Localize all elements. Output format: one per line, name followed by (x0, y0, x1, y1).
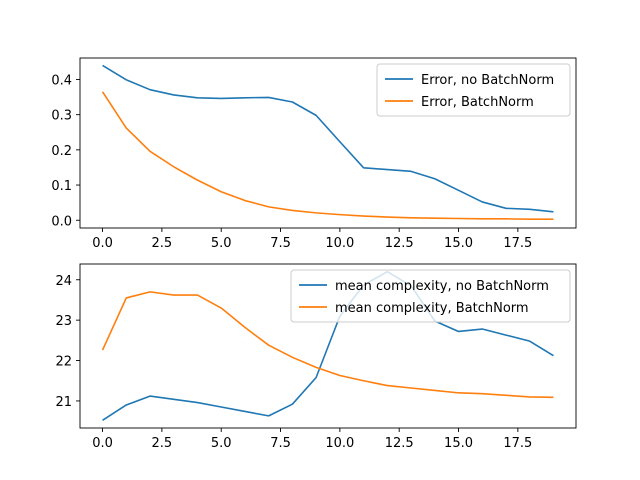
x-tick-label: 7.5 (270, 236, 291, 251)
y-tick-label: 21 (55, 395, 72, 410)
y-tick-label: 0.2 (51, 144, 72, 159)
x-tick-label: 15.0 (444, 436, 473, 451)
legend-label-0: Error, no BatchNorm (421, 73, 554, 88)
top-panel-error-chart: 0.0 2.5 5.0 7.5 10.0 12.5 15.0 17.5 0.0 0.1 0.2 0.3… (51, 57, 577, 251)
series-line-1 (101, 291, 554, 399)
x-tick-label: 10.0 (325, 436, 354, 451)
legend: Error, no BatchNorm Error, BatchNorm (376, 63, 571, 117)
legend-box (376, 63, 571, 117)
y-tick-label: 0.0 (51, 214, 72, 229)
x-tick-label: 12.5 (385, 436, 414, 451)
x-tick-label: 15.0 (444, 236, 473, 251)
x-tick-label: 12.5 (385, 236, 414, 251)
x-tick-label: 7.5 (270, 436, 291, 451)
y-tick-label: 24 (55, 274, 72, 289)
x-tick-label: 0.0 (92, 436, 113, 451)
legend-label-0: mean complexity, no BatchNorm (335, 279, 549, 294)
legend: mean complexity, no BatchNorm mean comple… (290, 269, 571, 323)
x-tick-label: 5.0 (211, 236, 232, 251)
y-tick-label: 23 (55, 314, 72, 329)
y-tick-label: 0.4 (51, 73, 72, 88)
y-tick-label: 0.1 (51, 179, 72, 194)
y-tick-label: 0.3 (51, 109, 72, 124)
legend-label-1: Error, BatchNorm (421, 95, 534, 110)
x-tick-label: 2.5 (152, 436, 173, 451)
x-tick-label: 10.0 (325, 236, 354, 251)
axes-frame (79, 263, 577, 429)
legend-box (290, 269, 571, 323)
x-tick-label: 0.0 (92, 236, 113, 251)
x-tick-label: 5.0 (211, 436, 232, 451)
series-line-1 (101, 91, 554, 220)
y-tick-label: 22 (55, 355, 72, 370)
bottom-panel-complexity-chart: 0.0 2.5 5.0 7.5 10.0 12.5 15.0 17.5 21 22 23 24 mean… (55, 263, 577, 451)
axes-frame (79, 57, 577, 229)
series-line-0 (102, 64, 554, 213)
x-tick-label: 2.5 (152, 236, 173, 251)
x-tick-label: 17.5 (503, 436, 532, 451)
series-line-0 (102, 270, 554, 422)
legend-label-1: mean complexity, BatchNorm (335, 301, 529, 316)
x-tick-label: 17.5 (503, 236, 532, 251)
